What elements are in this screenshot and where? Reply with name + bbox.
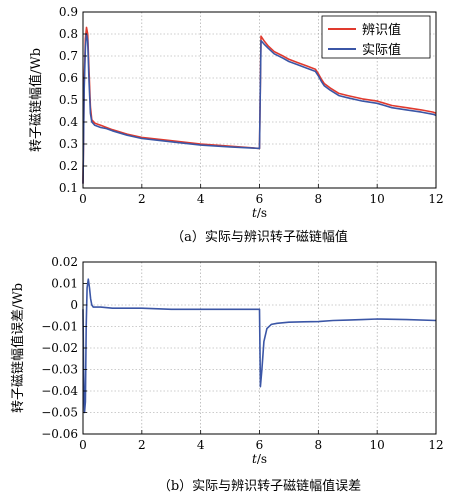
chart-a: 0 2 4 6 8 10 12 0.1 0.2 0.3 0.4 0.5 0.6 0.7 0.8 0.9 辨识值…: [28, 5, 444, 245]
y-tick-label: 0.4: [59, 115, 78, 129]
x-tick-label: 2: [138, 192, 146, 206]
x-tick-label: 10: [370, 192, 385, 206]
x-tick-label: 0: [79, 438, 87, 452]
chart-a-y-axis-label: 转子磁链幅值/Wb: [28, 48, 44, 152]
y-tick-label: 0.3: [59, 137, 78, 151]
y-tick-label: 0.6: [59, 71, 78, 85]
y-tick-label: 0.7: [59, 49, 78, 63]
y-tick-label: −0.03: [41, 363, 78, 377]
y-tick-label: −0.05: [41, 406, 78, 420]
x-tick-label: 4: [197, 192, 205, 206]
y-tick-label: 0: [70, 298, 78, 312]
chart-a-legend-box: [321, 15, 431, 59]
x-tick-label: 4: [197, 438, 205, 452]
y-tick-label: −0.04: [41, 384, 78, 398]
y-tick-label: −0.06: [41, 427, 78, 441]
series-line-1: [82, 33, 437, 184]
x-tick-label: 6: [256, 438, 264, 452]
chart-a-legend: 辨识值 实际值: [321, 15, 431, 59]
chart-b-x-axis-label: t/s: [252, 452, 267, 466]
chart-b-y-axis-label: 转子磁链幅值误差/Wb: [10, 283, 26, 413]
chart-b-series: [82, 278, 437, 414]
y-tick-label: 0.02: [51, 255, 78, 269]
x-tick-label: 10: [370, 438, 385, 452]
y-tick-label: 0.2: [59, 159, 78, 173]
y-tick-label: 0.8: [59, 27, 78, 41]
chart-b-ticks: 0 2 4 6 8 10 12 −0.06 −0.05 −0.04 −0.03 −0.02 −0.01 0…: [41, 255, 443, 452]
x-tick-label: 12: [428, 192, 443, 206]
chart-a-legend-label-actual: 实际值: [362, 42, 401, 58]
y-tick-label: 0.9: [59, 5, 78, 19]
chart-a-ticks: 0 2 4 6 8 10 12 0.1 0.2 0.3 0.4 0.5 0.6 0.7 0.8 0.9: [59, 5, 444, 206]
series-line-error: [82, 278, 437, 414]
x-tick-label: 6: [256, 192, 264, 206]
y-tick-label: −0.01: [41, 320, 78, 334]
y-tick-label: −0.02: [41, 341, 78, 355]
chart-b: 0 2 4 6 8 10 12 −0.06 −0.05 −0.04 −0.03 −0.02 −0.01 0…: [10, 255, 444, 494]
chart-a-legend-label-identified: 辨识值: [362, 22, 401, 38]
chart-a-x-axis-label: t/s: [252, 206, 267, 220]
x-tick-label: 8: [315, 192, 323, 206]
x-tick-label: 2: [138, 438, 146, 452]
x-tick-label: 12: [428, 438, 443, 452]
chart-b-caption: （b）实际与辨识转子磁链幅值误差: [158, 478, 361, 494]
y-tick-label: 0.01: [51, 277, 78, 291]
y-tick-label: 0.1: [59, 181, 78, 195]
chart-a-series: [82, 26, 437, 184]
x-tick-label: 0: [79, 192, 87, 206]
chart-a-caption: （a）实际与辨识转子磁链幅值: [171, 229, 348, 245]
y-tick-label: 0.5: [59, 93, 78, 107]
x-tick-label: 8: [315, 438, 323, 452]
